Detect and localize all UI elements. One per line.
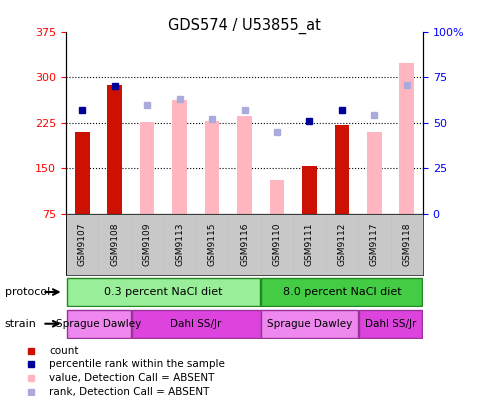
Bar [140, 122, 154, 214]
Text: rank, Detection Call = ABSENT: rank, Detection Call = ABSENT [49, 387, 209, 396]
Text: GSM9117: GSM9117 [369, 223, 378, 266]
Text: GSM9115: GSM9115 [207, 223, 216, 266]
Text: GSM9118: GSM9118 [402, 223, 410, 266]
Bar [302, 166, 316, 214]
Bar [204, 121, 219, 214]
Bar [66, 310, 131, 338]
Bar [237, 116, 251, 214]
Text: strain: strain [5, 319, 37, 329]
Text: Dahl SS/Jr: Dahl SS/Jr [364, 319, 415, 329]
Bar [358, 310, 422, 338]
Text: Sprague Dawley: Sprague Dawley [266, 319, 352, 329]
Bar [399, 63, 413, 214]
Bar [269, 181, 284, 214]
Text: GSM9109: GSM9109 [142, 223, 151, 266]
Text: Sprague Dawley: Sprague Dawley [56, 319, 141, 329]
Text: percentile rank within the sample: percentile rank within the sample [49, 360, 224, 369]
Text: GSM9111: GSM9111 [305, 223, 313, 266]
Bar [261, 310, 357, 338]
Bar [366, 132, 381, 214]
Text: GSM9112: GSM9112 [337, 223, 346, 266]
Text: GSM9113: GSM9113 [175, 223, 183, 266]
Text: 0.3 percent NaCl diet: 0.3 percent NaCl diet [104, 287, 222, 297]
Text: protocol: protocol [5, 287, 50, 297]
Text: GSM9107: GSM9107 [78, 223, 86, 266]
Bar [66, 278, 260, 306]
Bar [261, 278, 422, 306]
Text: GDS574 / U53855_at: GDS574 / U53855_at [168, 18, 320, 34]
Bar [107, 85, 122, 214]
Text: Dahl SS/Jr: Dahl SS/Jr [170, 319, 222, 329]
Bar [172, 100, 186, 214]
Text: GSM9116: GSM9116 [240, 223, 248, 266]
Text: value, Detection Call = ABSENT: value, Detection Call = ABSENT [49, 373, 214, 383]
Text: count: count [49, 346, 79, 356]
Text: 8.0 percent NaCl diet: 8.0 percent NaCl diet [282, 287, 400, 297]
Text: GSM9108: GSM9108 [110, 223, 119, 266]
Bar [334, 125, 348, 214]
Text: GSM9110: GSM9110 [272, 223, 281, 266]
Bar [131, 310, 260, 338]
Bar [75, 132, 89, 214]
